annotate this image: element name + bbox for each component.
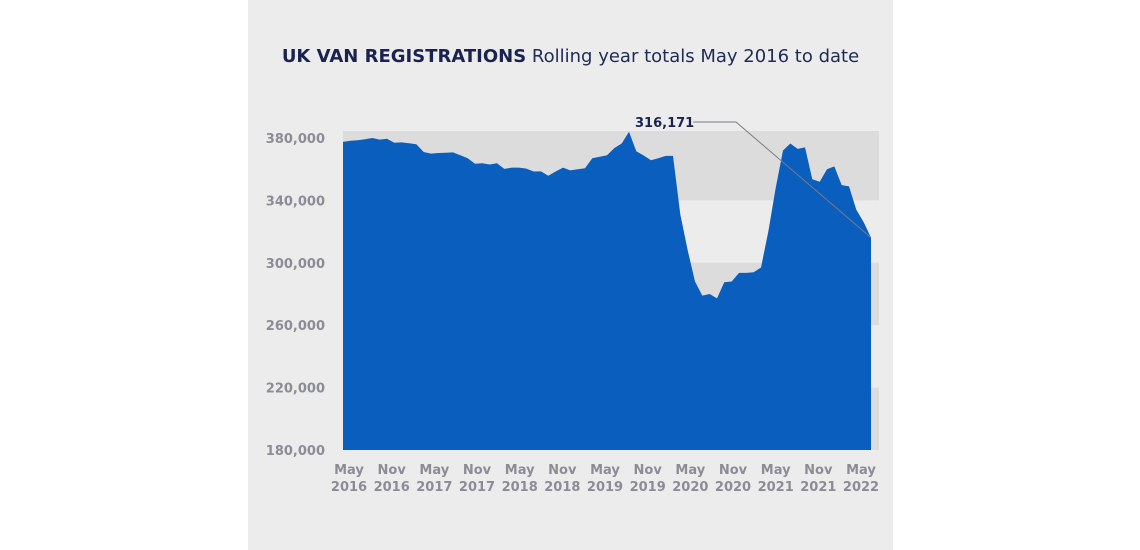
x-tick-label-year: 2021: [800, 480, 836, 495]
y-tick-label: 380,000: [266, 132, 325, 147]
chart-title-bold: UK VAN REGISTRATIONS: [281, 46, 527, 67]
callout-label: 316,171: [635, 116, 694, 131]
callout-leader-line: [693, 121, 872, 238]
x-tick-label-month: May: [590, 463, 620, 478]
x-tick-label-year: 2020: [715, 480, 751, 495]
x-tick-label-year: 2018: [544, 480, 580, 495]
x-tick-label-year: 2017: [459, 480, 495, 495]
x-tick-label-month: Nov: [378, 463, 407, 478]
x-tick-label-month: May: [419, 463, 449, 478]
x-tick-label-year: 2018: [502, 480, 538, 495]
y-tick-label: 300,000: [266, 257, 325, 272]
x-tick-label-month: Nov: [634, 463, 663, 478]
x-tick-label-year: 2016: [374, 480, 410, 495]
x-tick-label-year: 2016: [331, 480, 367, 495]
x-tick-label-month: May: [675, 463, 705, 478]
x-tick-label-month: May: [846, 463, 876, 478]
area-series: [343, 131, 871, 451]
y-tick-label: 260,000: [266, 319, 325, 334]
x-tick-label-year: 2022: [843, 480, 879, 495]
y-tick-label: 220,000: [266, 382, 325, 397]
x-tick-label-year: 2020: [672, 480, 708, 495]
x-tick-label-year: 2019: [587, 480, 623, 495]
x-tick-label-year: 2017: [416, 480, 452, 495]
y-tick-label: 340,000: [266, 194, 325, 209]
x-tick-label-year: 2021: [758, 480, 794, 495]
y-tick-label: 180,000: [266, 444, 325, 459]
x-tick-label-month: Nov: [463, 463, 492, 478]
x-tick-label-month: May: [334, 463, 364, 478]
x-tick-label-month: Nov: [719, 463, 748, 478]
x-tick-label-month: Nov: [548, 463, 577, 478]
x-tick-label-month: Nov: [804, 463, 833, 478]
x-tick-label-month: May: [761, 463, 791, 478]
x-tick-label-year: 2019: [630, 480, 666, 495]
x-tick-label-month: May: [505, 463, 535, 478]
chart-title-subtitle: Rolling year totals May 2016 to date: [531, 46, 860, 67]
chart-title: UK VAN REGISTRATIONS Rolling year totals…: [248, 46, 893, 67]
